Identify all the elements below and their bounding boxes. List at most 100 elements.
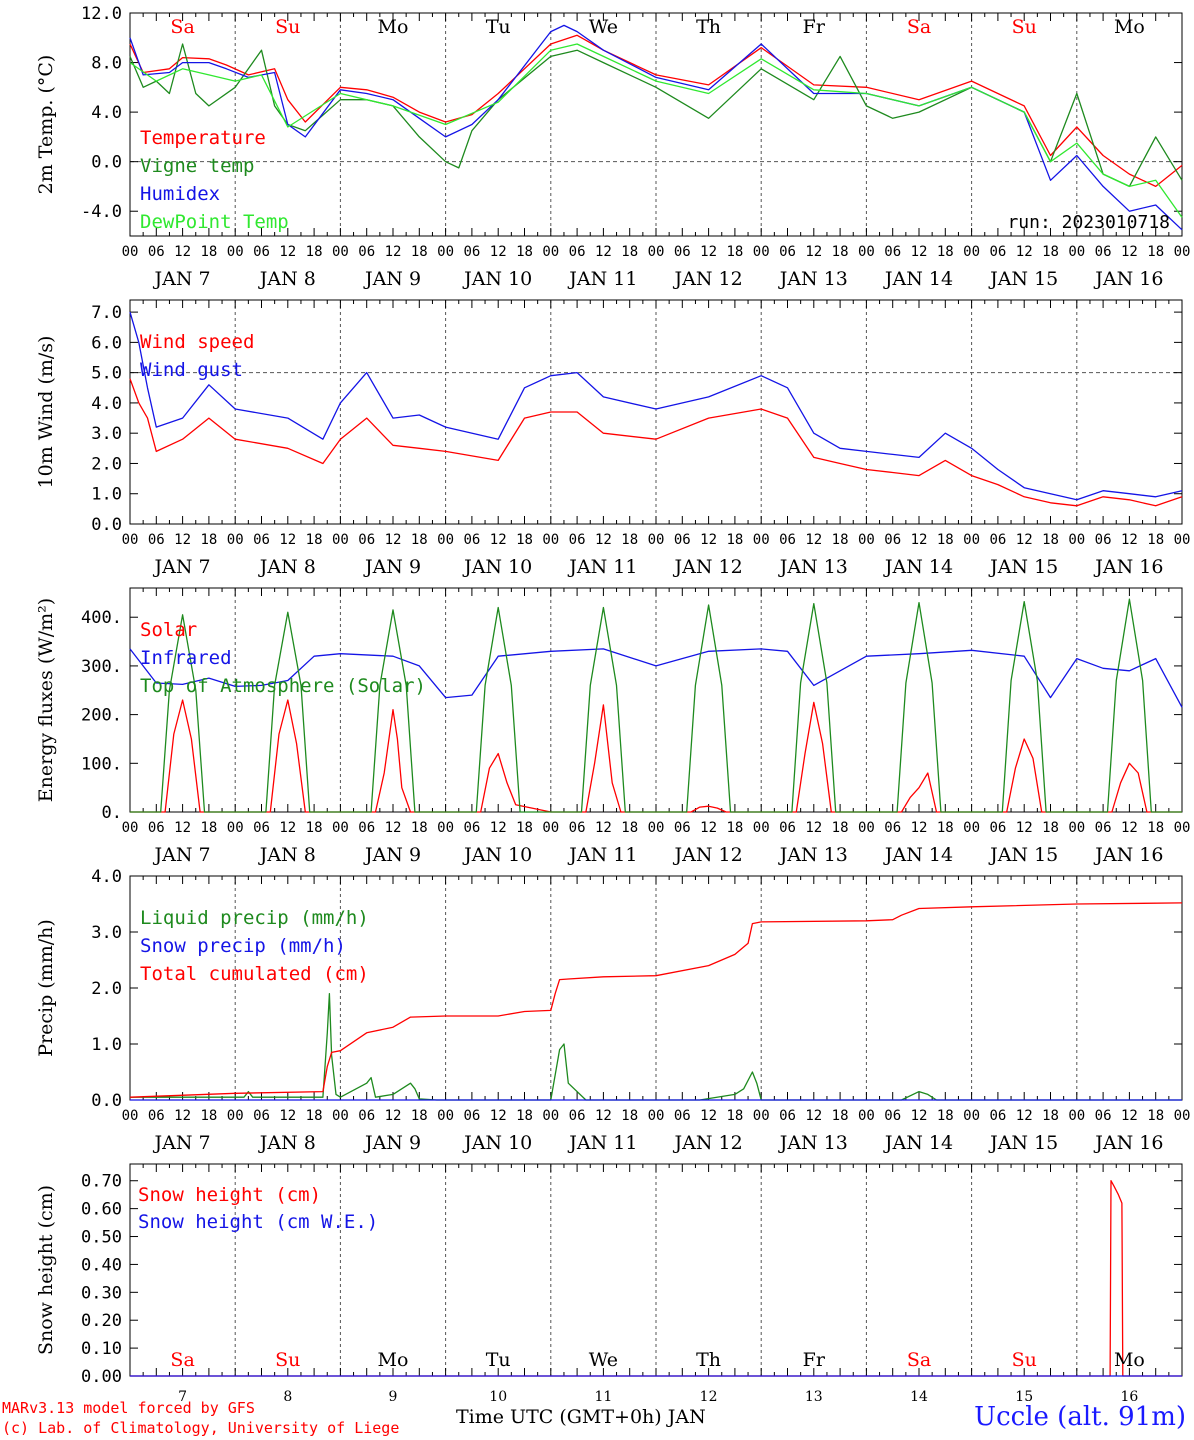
wind-ytick-label: 2.0 <box>91 454 122 474</box>
date-label: JAN 16 <box>1093 556 1163 578</box>
hour-label: 18 <box>726 244 743 260</box>
hour-label: 12 <box>279 1108 296 1124</box>
hour-label: 00 <box>1174 1108 1191 1124</box>
hour-label: 00 <box>1068 820 1085 836</box>
hour-label: 00 <box>437 1108 454 1124</box>
hour-label: 18 <box>832 820 849 836</box>
lab-credit: (c) Lab. of Climatology, University of L… <box>2 1419 400 1437</box>
station-name: Uccle (alt. 91m) <box>974 1402 1186 1432</box>
hour-label: 18 <box>937 532 954 548</box>
hour-label: 00 <box>437 820 454 836</box>
hour-label: 00 <box>122 532 139 548</box>
weekday-label: Mo <box>1114 1349 1145 1371</box>
hour-label: 06 <box>358 244 375 260</box>
hour-label: 00 <box>437 244 454 260</box>
hour-label: 06 <box>253 820 270 836</box>
hour-label: 06 <box>463 532 480 548</box>
hour-label: 12 <box>279 820 296 836</box>
date-label: JAN 10 <box>462 844 532 866</box>
hour-label: 00 <box>1174 532 1191 548</box>
hour-label: 18 <box>200 244 217 260</box>
hour-label: 18 <box>621 532 638 548</box>
day-number-label: 8 <box>283 1389 292 1405</box>
weekday-label: Su <box>1012 16 1037 38</box>
hour-label: 12 <box>805 820 822 836</box>
hour-label: 18 <box>832 532 849 548</box>
hour-label: 06 <box>674 532 691 548</box>
hour-label: 12 <box>595 532 612 548</box>
hour-label: 18 <box>1147 1108 1164 1124</box>
temperature-ylabel: 2m Temp. (°C) <box>35 55 57 195</box>
hour-label: 06 <box>569 244 586 260</box>
hour-label: 12 <box>385 820 402 836</box>
temperature-series-temperature <box>129 34 1183 188</box>
energy-legend-entry: Infrared <box>140 647 232 669</box>
hour-label: 18 <box>832 1108 849 1124</box>
day-number-label: 16 <box>1120 1389 1138 1405</box>
weekday-label: Sa <box>907 1349 931 1371</box>
hour-label: 06 <box>674 244 691 260</box>
hour-label: 00 <box>332 532 349 548</box>
date-label: JAN 8 <box>258 268 316 290</box>
wind-legend-entry: Wind gust <box>140 359 243 381</box>
hour-label: 18 <box>306 532 323 548</box>
hour-label: 18 <box>621 1108 638 1124</box>
day-number-label: 7 <box>178 1389 187 1405</box>
hour-label: 12 <box>279 244 296 260</box>
weekday-label: We <box>589 16 618 38</box>
snow-ytick-label: 0.00 <box>81 1367 122 1387</box>
hour-label: 18 <box>411 244 428 260</box>
hour-label: 18 <box>516 820 533 836</box>
temperature-legend-entry: Temperature <box>140 127 266 149</box>
wind-ytick-label: 6.0 <box>91 333 122 353</box>
hour-label: 12 <box>1121 244 1138 260</box>
hour-label: 06 <box>1095 532 1112 548</box>
date-label: JAN 9 <box>363 1132 421 1154</box>
snow-ytick-label: 0.10 <box>81 1339 122 1359</box>
day-number-label: 14 <box>910 1389 928 1405</box>
hour-label: 12 <box>1016 244 1033 260</box>
hour-label: 00 <box>542 244 559 260</box>
hour-label: 06 <box>1095 1108 1112 1124</box>
weekday-label: Su <box>1012 1349 1037 1371</box>
hour-label: 12 <box>911 244 928 260</box>
weekday-label: Fr <box>803 1349 826 1371</box>
date-label: JAN 9 <box>363 556 421 578</box>
hour-label: 18 <box>1147 532 1164 548</box>
hour-label: 00 <box>1068 532 1085 548</box>
hour-label: 00 <box>963 532 980 548</box>
hour-label: 00 <box>332 244 349 260</box>
date-label: JAN 12 <box>673 268 743 290</box>
date-label: JAN 11 <box>567 1132 637 1154</box>
energy-legend-entry: Solar <box>140 619 197 641</box>
date-label: JAN 10 <box>462 268 532 290</box>
precip-ylabel: Precip (mm/h) <box>35 919 57 1057</box>
hour-label: 18 <box>1042 532 1059 548</box>
hour-label: 00 <box>648 532 665 548</box>
hour-label: 12 <box>700 820 717 836</box>
weekday-label: Mo <box>378 1349 409 1371</box>
hour-label: 12 <box>1121 820 1138 836</box>
date-label: JAN 10 <box>462 1132 532 1154</box>
hour-label: 06 <box>989 532 1006 548</box>
temperature-legend-entry: Vigne temp <box>140 155 254 177</box>
date-label: JAN 8 <box>258 556 316 578</box>
hour-label: 00 <box>1068 244 1085 260</box>
hour-label: 00 <box>227 1108 244 1124</box>
weekday-label: Tu <box>486 1349 511 1371</box>
date-label: JAN 14 <box>883 844 953 866</box>
hour-label: 06 <box>463 244 480 260</box>
hour-label: 00 <box>227 532 244 548</box>
hour-label: 18 <box>937 244 954 260</box>
date-label: JAN 13 <box>778 844 848 866</box>
hour-label: 12 <box>1016 820 1033 836</box>
date-label: JAN 13 <box>778 268 848 290</box>
temperature-run-annotation: run: 2023010718 <box>1007 212 1170 233</box>
temperature-legend-entry: Humidex <box>140 183 220 205</box>
hour-label: 18 <box>200 1108 217 1124</box>
date-label: JAN 10 <box>462 556 532 578</box>
hour-label: 12 <box>490 532 507 548</box>
weekday-label: Su <box>275 1349 300 1371</box>
hour-label: 06 <box>148 532 165 548</box>
hour-label: 18 <box>411 1108 428 1124</box>
